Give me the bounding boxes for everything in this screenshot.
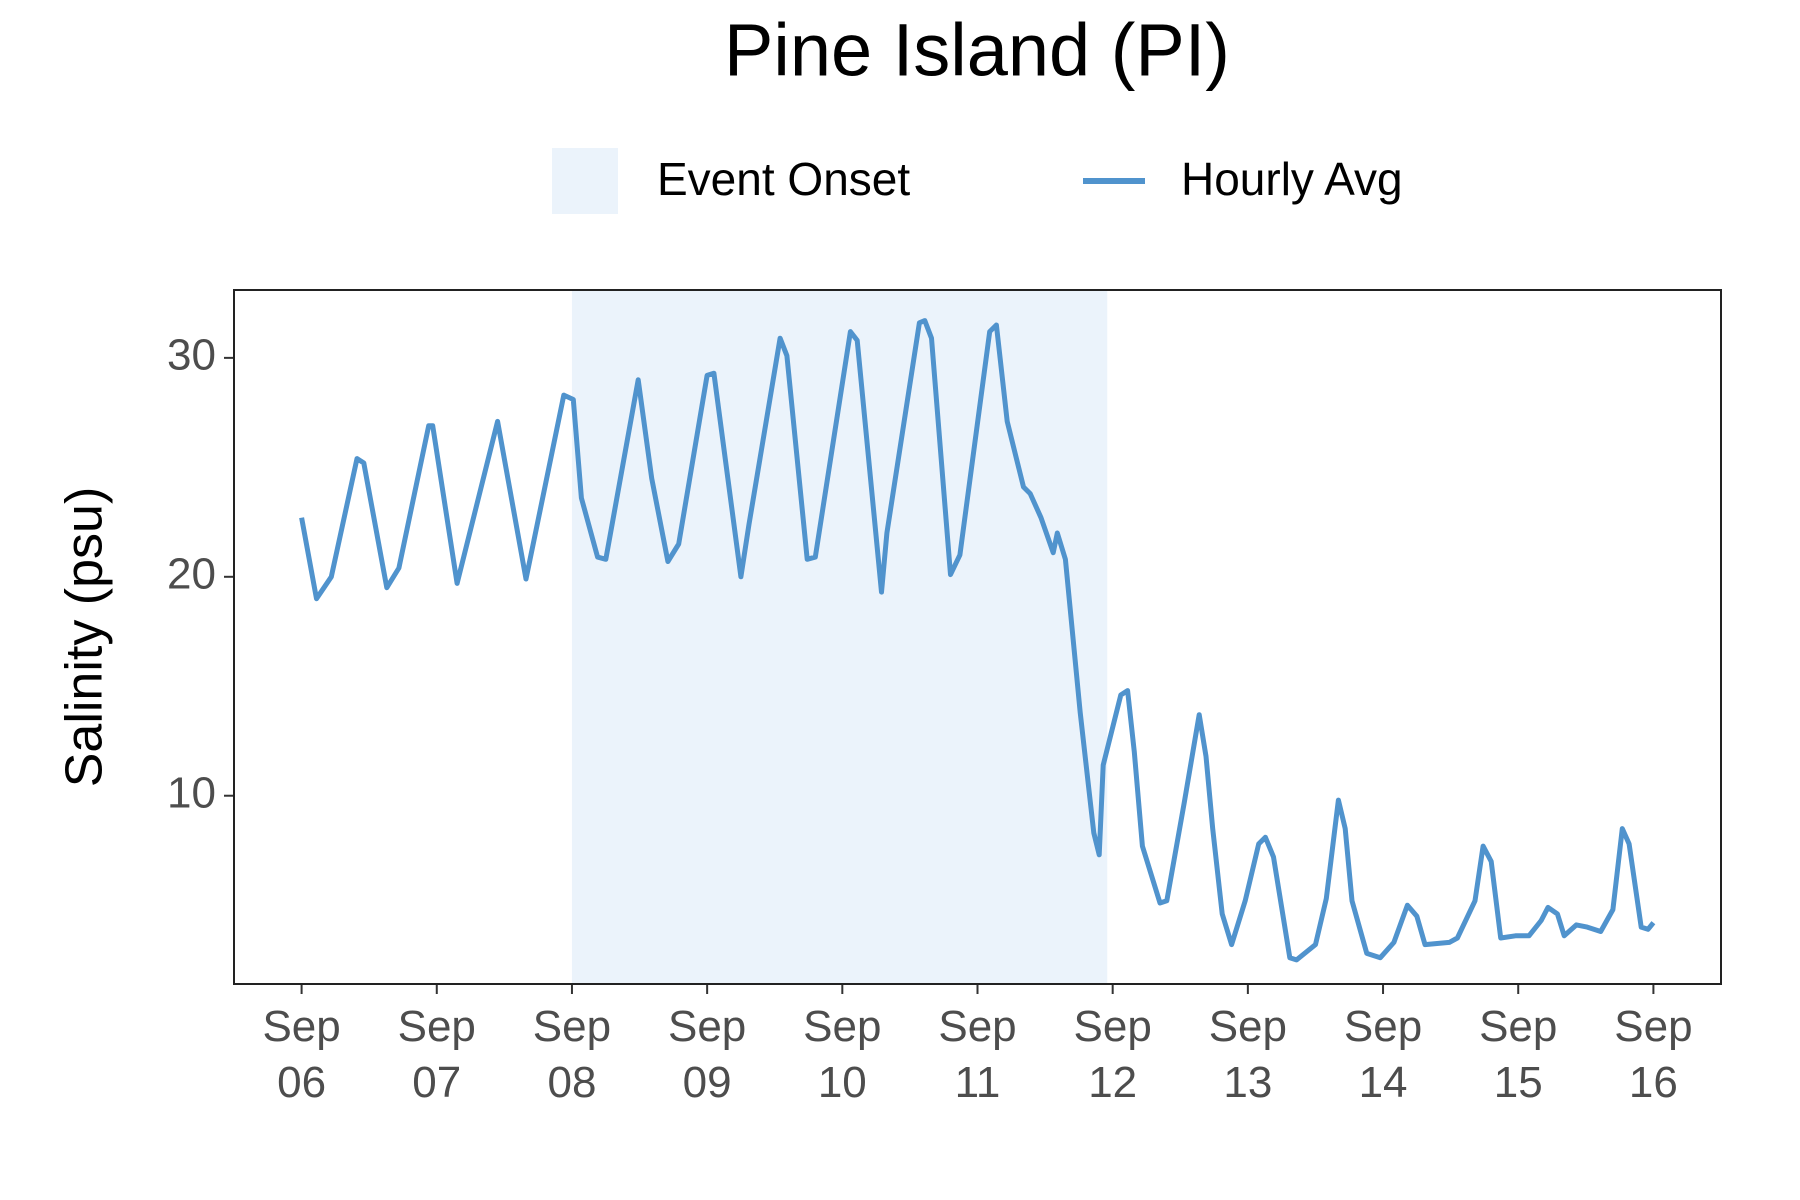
x-tick-label: Sep 11 — [938, 1002, 1016, 1107]
x-tick-label: Sep 09 — [668, 1002, 746, 1107]
x-tick-label: Sep 08 — [533, 1002, 611, 1107]
y-tick-label: 10 — [167, 768, 216, 817]
y-tick-label: 20 — [167, 549, 216, 598]
x-tick-label: Sep 15 — [1479, 1002, 1557, 1107]
plot-border — [233, 289, 1722, 985]
x-tick-label: Sep 16 — [1614, 1002, 1692, 1107]
legend-label: Hourly Avg — [1181, 153, 1403, 205]
y-tick-label: 30 — [167, 330, 216, 379]
x-tick-label: Sep 06 — [262, 1002, 340, 1107]
x-tick-label: Sep 10 — [803, 1002, 881, 1107]
legend-label: Event Onset — [657, 153, 910, 205]
x-tick-label: Sep 14 — [1344, 1002, 1422, 1107]
x-tick-label: Sep 07 — [398, 1002, 476, 1107]
series-line — [299, 318, 1656, 963]
chart-title: Pine Island (PI) — [724, 9, 1230, 92]
x-tick-label: Sep 12 — [1074, 1002, 1152, 1107]
y-axis-label: Salinity (psu) — [56, 487, 114, 788]
legend-swatch — [552, 148, 618, 214]
x-tick-label: Sep 13 — [1209, 1002, 1287, 1107]
